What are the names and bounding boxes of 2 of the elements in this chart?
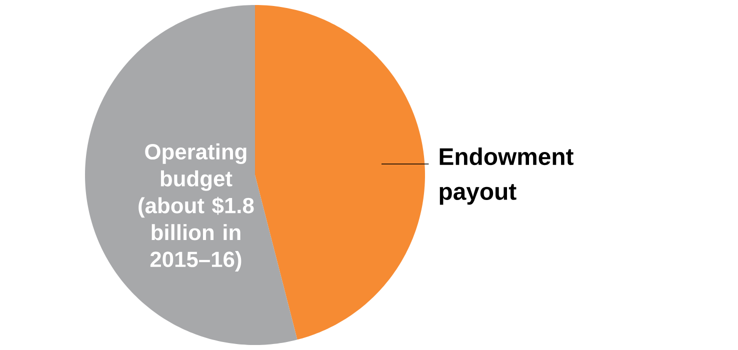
slice-label: Endowment payout bbox=[440, 148, 574, 205]
slice-label: Operating budget (about $1.8 billion in 2015–16) bbox=[138, 143, 254, 272]
